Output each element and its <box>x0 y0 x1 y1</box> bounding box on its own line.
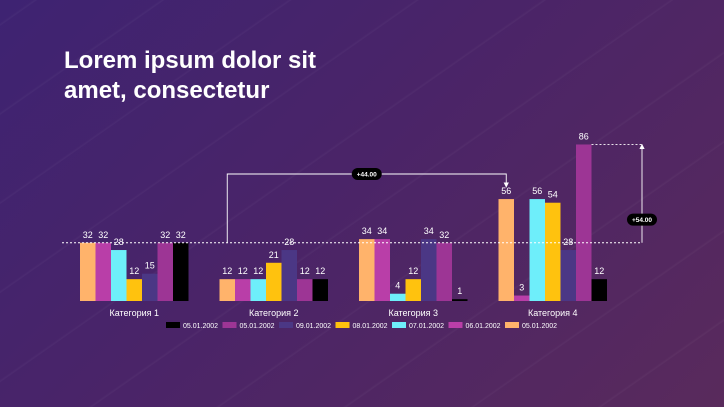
category-label: Категория 1 <box>109 308 159 318</box>
bar-1-series-3 <box>111 250 127 301</box>
bar-value-label: 32 <box>98 230 108 240</box>
legend-swatch <box>222 322 237 328</box>
difference-badge-1-label: +44.00 <box>357 171 377 178</box>
bar-value-label: 12 <box>594 266 604 276</box>
bar-1-series-6 <box>157 242 173 301</box>
bar-3-series-1 <box>359 239 375 301</box>
legend-swatch <box>505 322 519 328</box>
bar-value-label: 32 <box>160 230 170 240</box>
bar-value-label: 32 <box>176 230 186 240</box>
bar-3-series-6 <box>436 242 452 301</box>
bar-value-label: 4 <box>395 281 400 291</box>
bar-value-label: 21 <box>269 250 279 260</box>
bar-2-series-1 <box>219 279 235 301</box>
bar-value-label: 54 <box>548 190 558 200</box>
bar-value-label: 56 <box>532 186 542 196</box>
legend-swatch <box>392 322 406 328</box>
legend-swatch <box>166 322 180 328</box>
bar-value-label: 34 <box>377 226 387 236</box>
legend-label: 09.01.2002 <box>296 323 331 330</box>
bar-1-series-4 <box>126 279 142 301</box>
legend-label: 05.01.2002 <box>240 323 275 330</box>
category-label: Категория 2 <box>249 308 299 318</box>
bar-2-series-6 <box>297 279 313 301</box>
difference-badge-2 <box>627 213 657 226</box>
bar-value-label: 32 <box>83 230 93 240</box>
bar-value-label: 12 <box>315 266 325 276</box>
bar-4-series-2 <box>514 295 530 301</box>
legend-label: 05.01.2002 <box>183 323 218 330</box>
bar-value-label: 86 <box>579 131 589 141</box>
bar-value-label: 28 <box>563 237 573 247</box>
bar-value-label: 12 <box>222 266 232 276</box>
category-label: Категория 4 <box>528 308 578 318</box>
bar-value-label: 12 <box>408 266 418 276</box>
bar-4-series-5 <box>560 250 576 301</box>
bar-4-series-4 <box>545 202 561 301</box>
bar-2-series-2 <box>235 279 251 301</box>
title-line-1: Lorem ipsum dolor sit <box>64 47 317 74</box>
bar-4-series-1 <box>498 199 514 301</box>
category-label: Категория 3 <box>388 308 438 318</box>
bar-4-series-3 <box>529 199 545 301</box>
bar-value-label: 32 <box>439 230 449 240</box>
bar-value-label: 56 <box>501 186 511 196</box>
legend-swatch <box>448 322 463 328</box>
bar-3-series-2 <box>374 239 390 301</box>
bar-value-label: 12 <box>129 266 139 276</box>
page-title: Lorem ipsum dolor sit amet, consectetur <box>64 46 384 106</box>
bar-1-series-1 <box>80 242 96 301</box>
bar-value-label: 28 <box>284 237 294 247</box>
bar-value-label: 3 <box>519 283 524 293</box>
bar-2-series-4 <box>266 262 282 301</box>
legend-label: 07.01.2002 <box>409 323 444 330</box>
bar-value-label: 12 <box>253 266 263 276</box>
legend-label: 08.01.2002 <box>353 323 388 330</box>
bar-1-series-7 <box>173 242 189 301</box>
bar-4-series-7 <box>591 279 607 301</box>
bar-2-series-5 <box>281 250 297 301</box>
bar-4-series-6 <box>576 144 592 301</box>
difference-badge-2-label: +54.00 <box>632 217 652 224</box>
bar-value-label: 15 <box>145 261 155 271</box>
bar-3-series-7 <box>452 299 468 301</box>
bar-1-series-2 <box>95 242 111 301</box>
legend-label: 06.01.2002 <box>466 323 501 330</box>
bar-value-label: 34 <box>362 226 372 236</box>
bar-1-series-5 <box>142 273 158 301</box>
bar-value-label: 34 <box>424 226 434 236</box>
difference-badge-1 <box>351 168 382 180</box>
legend-label: 05.01.2002 <box>522 323 557 330</box>
title-line-2: amet, consectetur <box>64 77 270 104</box>
bar-value-label: 1 <box>457 286 462 296</box>
bar-2-series-7 <box>312 279 328 301</box>
bar-value-label: 12 <box>300 266 310 276</box>
bar-3-series-3 <box>390 293 406 301</box>
bar-value-label: 12 <box>238 266 248 276</box>
legend-swatch <box>335 322 350 328</box>
bar-2-series-3 <box>250 279 266 301</box>
bar-3-series-4 <box>405 279 421 301</box>
legend-swatch <box>279 322 293 328</box>
bar-value-label: 28 <box>114 237 124 247</box>
bar-3-series-5 <box>421 239 437 301</box>
